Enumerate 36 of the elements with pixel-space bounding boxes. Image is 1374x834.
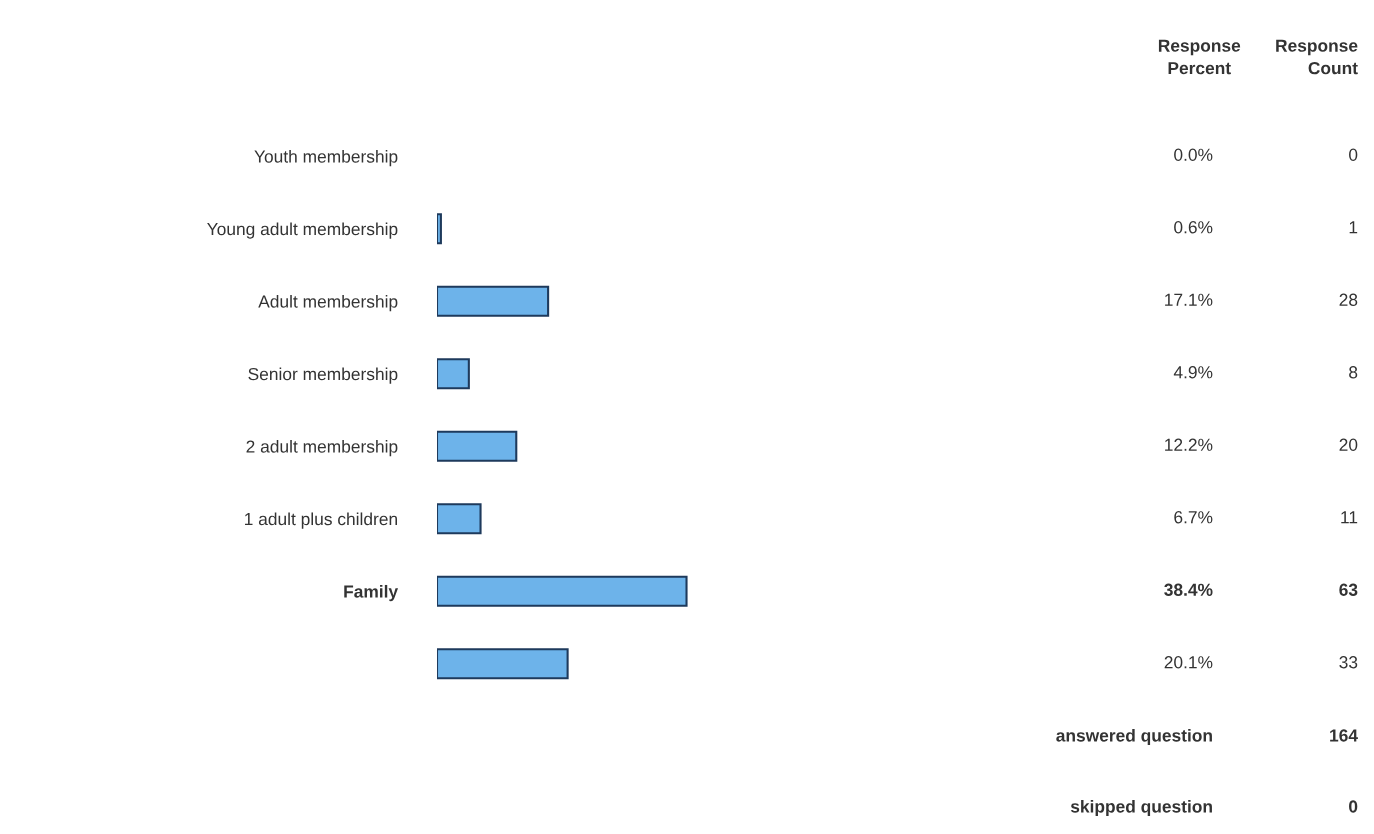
- data-label: 0.0%: [1174, 148, 1213, 161]
- text: 20: [1339, 438, 1358, 451]
- text: 164: [1330, 729, 1358, 742]
- bar: [437, 358, 470, 390]
- y-tick-label: Adult membership: [258, 294, 398, 312]
- bar: [437, 213, 442, 245]
- text: Response Count: [1276, 39, 1358, 75]
- text: 63: [1339, 583, 1358, 596]
- bar: [437, 430, 518, 462]
- text: answered question: [1056, 728, 1212, 746]
- text: Response Percent: [1158, 39, 1241, 75]
- bar: [437, 503, 482, 535]
- bar: [437, 285, 550, 317]
- y-tick-label: Youth membership: [254, 149, 398, 167]
- text: 0: [1349, 800, 1358, 813]
- y-tick-label: Young adult membership: [207, 222, 398, 239]
- text: skipped question: [1070, 799, 1212, 817]
- data-label: 4.9%: [1173, 366, 1213, 379]
- text: 28: [1339, 293, 1358, 306]
- data-label: 6.7%: [1174, 511, 1213, 524]
- data-label: 38.4%: [1164, 583, 1213, 596]
- data-label: 17.1%: [1165, 293, 1213, 306]
- data-label: 12.2%: [1165, 438, 1213, 451]
- text: 1: [1349, 221, 1358, 234]
- y-tick-label: 2 adult membership: [246, 439, 398, 457]
- text: 11: [1341, 511, 1358, 524]
- data-label: 20.1%: [1164, 656, 1213, 669]
- y-tick-label: Senior membership: [248, 367, 398, 384]
- data-label: 0.6%: [1174, 221, 1213, 234]
- text: 0: [1349, 148, 1358, 161]
- bar: [437, 648, 569, 680]
- text: 8: [1349, 366, 1358, 379]
- bar: [437, 575, 688, 607]
- y-tick-label: 1 adult plus children: [245, 512, 397, 529]
- y-tick-label: Family: [344, 584, 399, 602]
- text: 33: [1339, 656, 1358, 669]
